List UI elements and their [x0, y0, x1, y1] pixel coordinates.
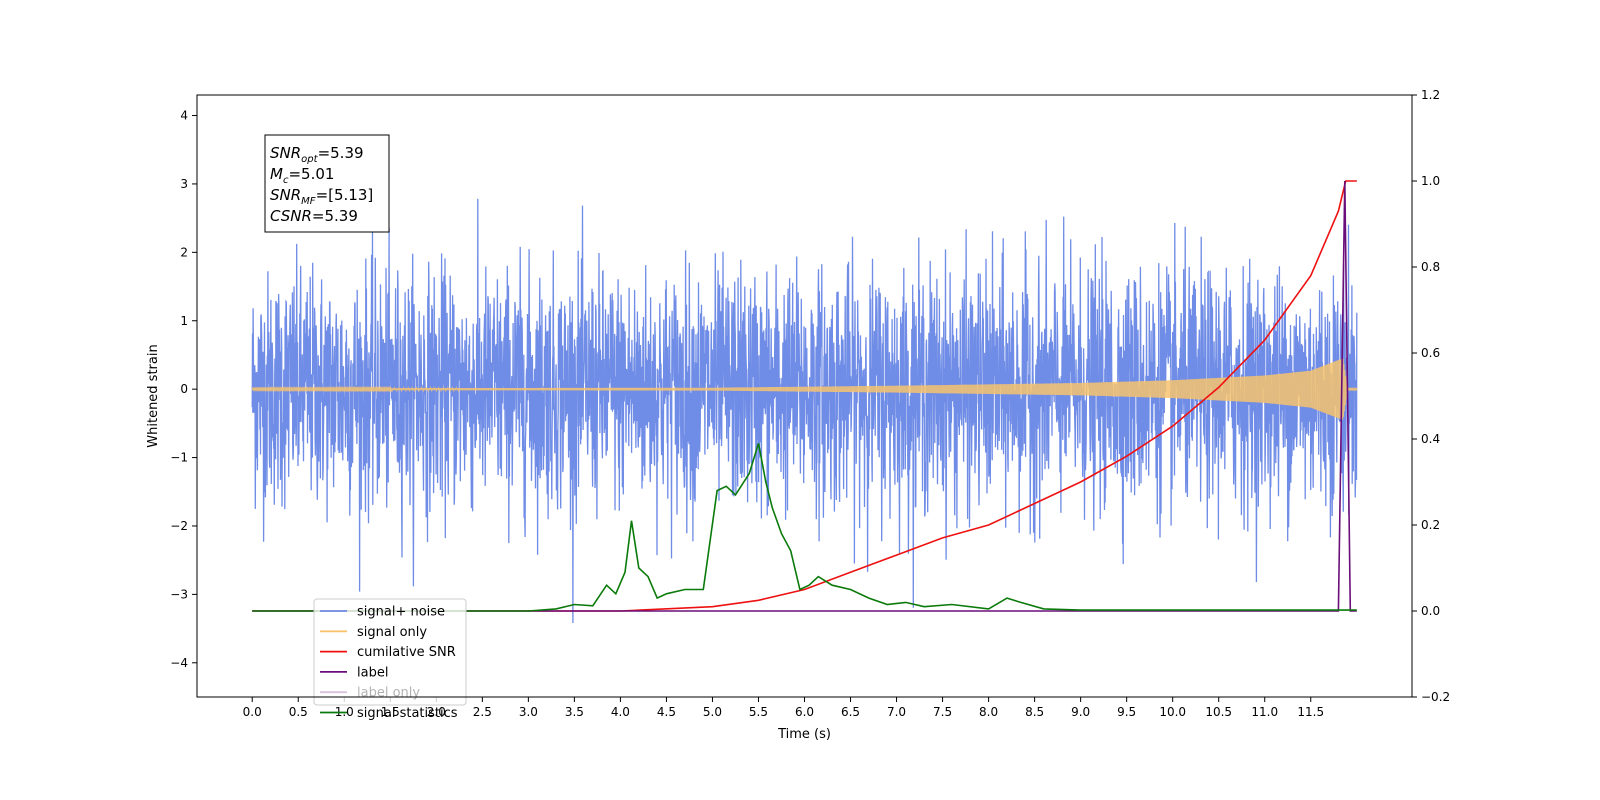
legend-label-label-only: label only — [357, 686, 420, 701]
plot-frame — [196, 94, 1413, 698]
y-axis-label: Whitened strain — [146, 344, 161, 447]
info-box-line: CSNR=5.39 — [270, 207, 358, 225]
series-line-signal-statistics — [252, 443, 1357, 612]
y2-axis-ticks: −0.2 0.0 0.2 0.4 0.6 0.8 1.0 1.2 — [1412, 88, 1450, 704]
y2-tick-label: 1.2 — [1421, 88, 1440, 102]
x-tick-label: 10.5 — [1205, 705, 1232, 719]
x-axis-ticks: 0.0 0.5 1.0 1.5 2.0 2.5 3.0 3.5 4.0 4.5 5.0 5.5 6.0 6… — [243, 697, 1324, 719]
x-tick-label: 8.0 — [979, 705, 998, 719]
legend-label-cumilative-snr: cumilative SNR — [357, 645, 456, 660]
y2-tick-label: 1.0 — [1421, 174, 1440, 188]
legend-frame — [313, 598, 467, 706]
y-tick-label: 1 — [180, 314, 188, 328]
y-tick-label: −4 — [170, 656, 188, 670]
x-tick-label: 9.0 — [1071, 705, 1090, 719]
y-tick-label: 2 — [180, 245, 188, 259]
plot-area — [251, 180, 1358, 624]
x-tick-label: 2.0 — [427, 705, 446, 719]
x-tick-label: 9.5 — [1117, 705, 1136, 719]
y2-tick-label: 0.6 — [1421, 346, 1440, 360]
x-tick-label: 3.5 — [565, 705, 584, 719]
x-tick-label: 0.0 — [243, 705, 262, 719]
x-tick-label: 0.5 — [289, 705, 308, 719]
legend-label-label: label — [357, 665, 388, 680]
y-tick-label: −2 — [170, 519, 188, 533]
x-tick-label: 5.5 — [749, 705, 768, 719]
x-tick-label: 11.0 — [1251, 705, 1278, 719]
y2-tick-label: 0.4 — [1421, 432, 1440, 446]
y-tick-label: −3 — [170, 587, 188, 601]
legend-label-signal-only: signal only — [357, 625, 427, 640]
y-tick-label: 3 — [180, 177, 188, 191]
legend-label-signal-statistics: signal statistics — [357, 706, 458, 721]
x-tick-label: 7.5 — [933, 705, 952, 719]
x-tick-label: 6.0 — [795, 705, 814, 719]
legend-label-signal-noise: signal+ noise — [357, 605, 445, 620]
y2-tick-label: 0.0 — [1421, 604, 1440, 618]
x-tick-label: 10.0 — [1159, 705, 1186, 719]
series-line-label — [252, 180, 1357, 612]
info-box-line: Mc=5.01 — [270, 165, 334, 186]
info-box-line: SNRMF=[5.13] — [270, 186, 373, 207]
x-tick-label: 8.5 — [1025, 705, 1044, 719]
x-tick-label: 11.5 — [1297, 705, 1324, 719]
x-tick-label: 7.0 — [887, 705, 906, 719]
x-tick-label: 5.0 — [703, 705, 722, 719]
info-box-frame — [264, 134, 390, 233]
x-tick-label: 1.5 — [381, 705, 400, 719]
legend: signal+ noise signal only cumilative SNR la… — [313, 598, 467, 721]
x-tick-label: 2.5 — [473, 705, 492, 719]
y2-tick-label: 0.8 — [1421, 260, 1440, 274]
info-box-line: SNRopt=5.39 — [270, 144, 364, 165]
y2-tick-label: 0.2 — [1421, 518, 1440, 532]
y-tick-label: 0 — [180, 382, 188, 396]
series-line-cumilative-snr — [252, 180, 1357, 612]
x-tick-label: 4.5 — [657, 705, 676, 719]
x-tick-label: 3.0 — [519, 705, 538, 719]
y-tick-label: 4 — [180, 109, 188, 123]
x-tick-label: 6.5 — [841, 705, 860, 719]
series-line-signal-noise — [251, 198, 1358, 624]
y2-tick-label: −0.2 — [1421, 690, 1450, 704]
y-tick-label: −1 — [170, 451, 188, 465]
y-axis-ticks: −4 −3 −2 −1 0 1 2 3 4 — [170, 109, 197, 670]
series-line-signal-only — [251, 358, 1358, 420]
x-axis-label: Time (s) — [777, 727, 831, 742]
x-tick-label: 4.0 — [611, 705, 630, 719]
